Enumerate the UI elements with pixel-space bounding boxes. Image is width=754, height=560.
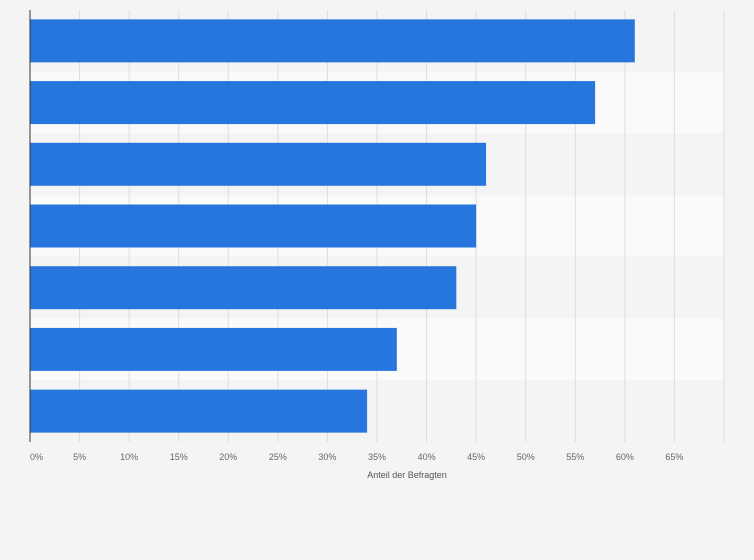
x-axis-title: Anteil der Befragten xyxy=(367,470,447,480)
bar[interactable] xyxy=(30,204,477,248)
x-tick-label: 25% xyxy=(269,452,287,462)
bar[interactable] xyxy=(30,19,635,63)
bars xyxy=(30,19,635,433)
bar[interactable] xyxy=(30,81,596,125)
x-tick-label: 0% xyxy=(30,452,43,462)
x-tick-label: 20% xyxy=(219,452,237,462)
x-tick-label: 45% xyxy=(467,452,485,462)
bar[interactable] xyxy=(30,266,457,310)
x-tick-label: 50% xyxy=(517,452,535,462)
x-tick-label: 30% xyxy=(318,452,336,462)
bar[interactable] xyxy=(30,142,487,186)
x-tick-label: 55% xyxy=(566,452,584,462)
x-tick-label: 40% xyxy=(418,452,436,462)
bar[interactable] xyxy=(30,327,397,371)
x-tick-label: 35% xyxy=(368,452,386,462)
x-tick-label: 60% xyxy=(616,452,634,462)
x-tick-label: 10% xyxy=(120,452,138,462)
x-tick-labels: 0% 5% 10% 15% 20% 25% 30% 35% 40% 45% 50% 55% 60% 65% xyxy=(30,452,683,462)
x-tick-label: 15% xyxy=(170,452,188,462)
x-tick-label: 65% xyxy=(665,452,683,462)
x-tick-label: 5% xyxy=(73,452,86,462)
bar[interactable] xyxy=(30,389,368,433)
